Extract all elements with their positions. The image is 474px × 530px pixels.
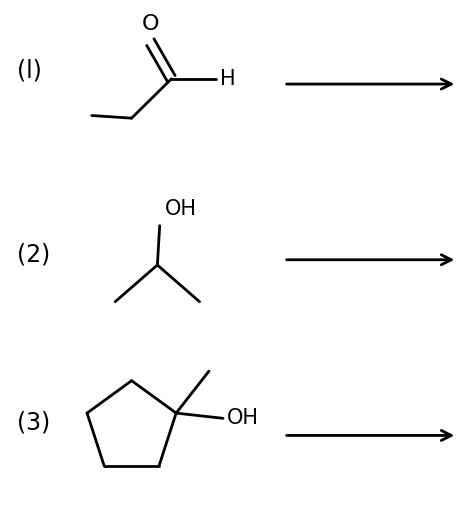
Text: (3): (3): [17, 410, 50, 434]
Text: (l): (l): [17, 59, 42, 83]
Text: OH: OH: [227, 408, 259, 428]
Text: (2): (2): [17, 243, 50, 267]
Text: H: H: [219, 69, 235, 89]
Text: OH: OH: [164, 199, 196, 219]
Text: O: O: [142, 14, 159, 34]
